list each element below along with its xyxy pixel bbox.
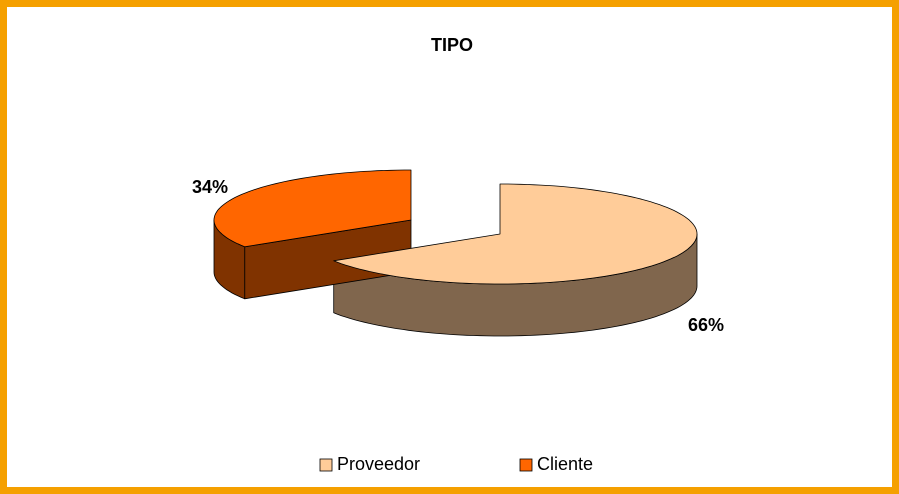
slice	[333, 183, 698, 285]
value-label: 34%	[192, 177, 228, 197]
slice-tops	[213, 169, 698, 285]
chart-title: TIPO	[431, 35, 473, 55]
slice	[213, 169, 412, 248]
value-label: 66%	[688, 315, 724, 335]
slice-sides	[213, 219, 698, 337]
legend-label: Proveedor	[337, 454, 420, 474]
legend-label: Cliente	[537, 454, 593, 474]
legend-swatch	[519, 458, 533, 472]
legend-swatch	[319, 458, 333, 472]
